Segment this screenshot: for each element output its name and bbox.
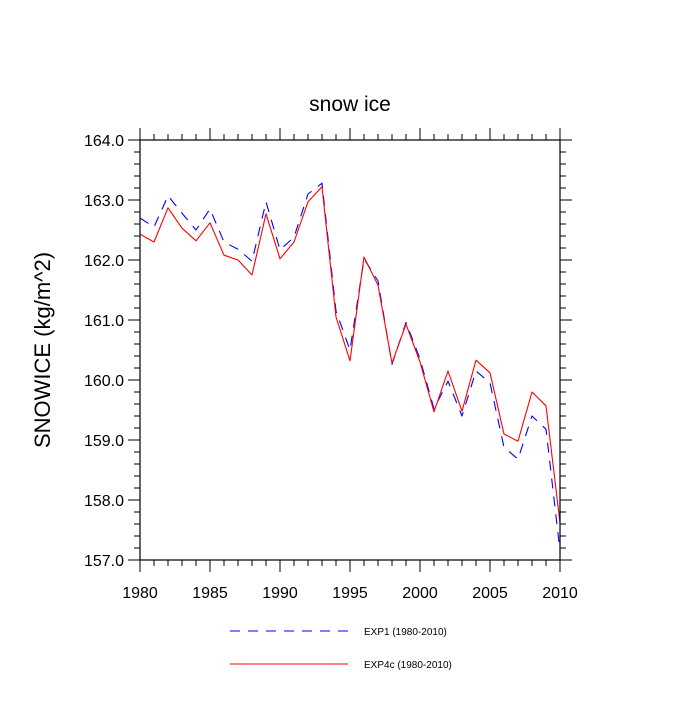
legend-label-2: EXP4c (1980-2010) — [364, 660, 452, 671]
y-tick-label: 158.0 — [84, 493, 124, 510]
x-tick-label: 2010 — [542, 585, 578, 602]
chart-title: snow ice — [309, 93, 391, 116]
y-tick-label: 163.0 — [84, 193, 124, 210]
plot-frame — [139, 139, 561, 561]
y-tick-label: 162.0 — [84, 253, 124, 270]
legend: EXP1 (1980-2010) EXP4c (1980-2010) — [230, 627, 452, 671]
series-layer — [139, 182, 561, 552]
y-tick-label: 160.0 — [84, 373, 124, 390]
y-tick-label: 157.0 — [84, 553, 124, 570]
x-tick-label: 1990 — [262, 585, 298, 602]
axis-ticks: 1980 1985 1990 1995 2000 2005 2010 157.0 158.0 15… — [84, 128, 578, 602]
x-tick-label: 1985 — [192, 585, 228, 602]
x-tick-label: 2000 — [402, 585, 438, 602]
y-axis-label: SNOWICE (kg/m^2) — [30, 252, 55, 448]
x-tick-label: 1980 — [122, 585, 158, 602]
y-tick-label: 159.0 — [84, 433, 124, 450]
y-tick-label: 164.0 — [84, 133, 124, 150]
x-tick-label: 2005 — [472, 585, 508, 602]
series-line-2 — [139, 186, 561, 523]
legend-label-1: EXP1 (1980-2010) — [364, 627, 447, 638]
y-tick-label: 161.0 — [84, 313, 124, 330]
x-tick-label: 1995 — [332, 585, 368, 602]
